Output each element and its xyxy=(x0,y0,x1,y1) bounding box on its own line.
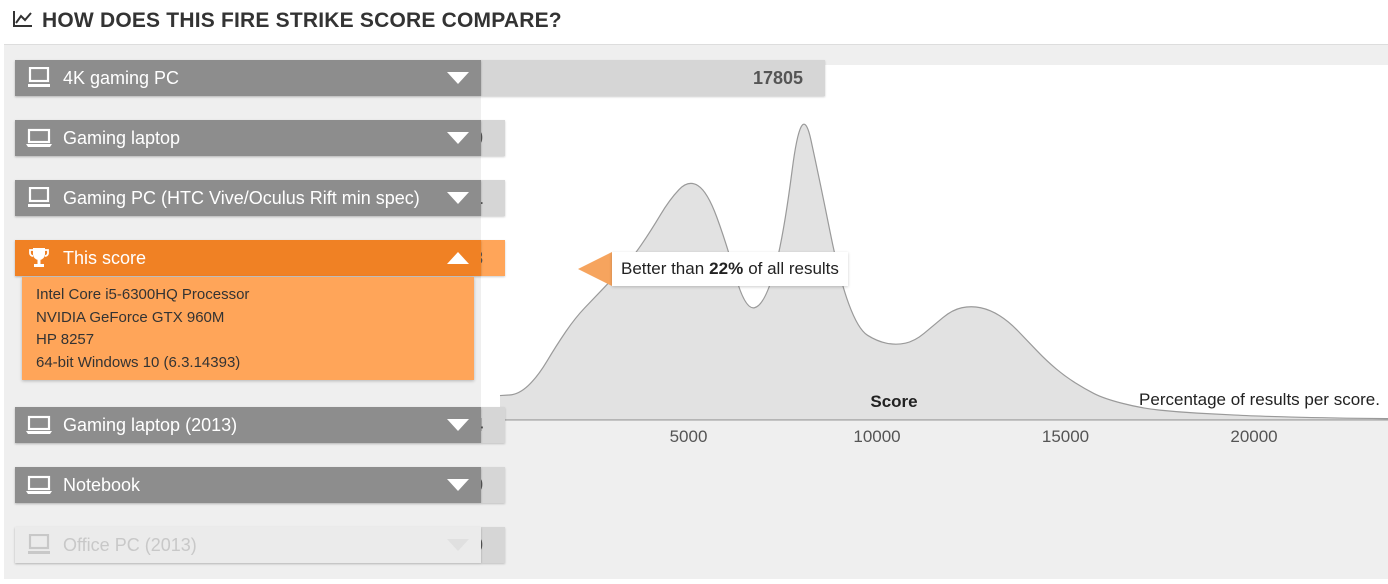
os-text: 64-bit Windows 10 (6.3.14393) xyxy=(36,353,241,371)
callout-suffix: of all results xyxy=(748,259,839,278)
laptop-icon xyxy=(15,415,63,435)
cpu-text: Intel Core i5-6300HQ Processor xyxy=(36,286,250,303)
row-label-box[interactable]: 4K gaming PC xyxy=(15,60,481,96)
expand-arrow-icon[interactable] xyxy=(447,479,469,491)
callout-percent: 22% xyxy=(709,259,744,278)
callout-pointer xyxy=(578,252,612,286)
laptop-icon xyxy=(15,128,63,148)
line-chart-icon xyxy=(12,9,34,34)
model-text: HP 8257 xyxy=(36,331,95,348)
score-distribution-chart: 5000100001500020000250003000035000400004… xyxy=(481,65,1388,579)
gpu-text: NVIDIA GeForce GTX 960M xyxy=(36,308,225,326)
distribution-area xyxy=(500,124,1388,420)
expand-arrow-icon[interactable] xyxy=(447,132,469,144)
x-tick-label: 5000 xyxy=(670,427,708,446)
callout-box: Better than 22% of all results xyxy=(612,252,848,286)
x-tick-label: 10000 xyxy=(853,427,900,446)
row-score-bar: 10850 xyxy=(433,120,505,156)
expand-arrow-icon[interactable] xyxy=(447,539,469,551)
x-tick-label: 15000 xyxy=(1042,427,1089,446)
page-title: HOW DOES THIS FIRE STRIKE SCORE COMPARE? xyxy=(42,9,562,32)
desktop-icon xyxy=(15,187,63,209)
row-score-bar: 3364 xyxy=(443,407,505,443)
row-label-box[interactable]: Gaming laptop xyxy=(15,120,481,156)
row-score-bar: 520 xyxy=(453,527,505,563)
score-row[interactable]: This score 3873 xyxy=(15,240,505,276)
row-label-box[interactable]: Office PC (2013) xyxy=(15,527,481,563)
expand-arrow-icon[interactable] xyxy=(447,192,469,204)
callout-prefix: Better than xyxy=(621,259,705,278)
chart-title-bar: HOW DOES THIS FIRE STRIKE SCORE COMPARE? xyxy=(12,6,562,36)
distribution-line xyxy=(499,123,1388,420)
y-axis-note: Percentage of results per score. xyxy=(1139,390,1380,409)
score-row[interactable]: Gaming laptop (2013) 3364 xyxy=(15,407,505,443)
laptop-icon xyxy=(15,475,63,495)
row-label: This score xyxy=(63,247,147,268)
x-axis-title: Score xyxy=(870,392,917,411)
expand-arrow-icon[interactable] xyxy=(447,72,469,84)
desktop-icon xyxy=(15,67,63,89)
row-label-box[interactable]: Gaming laptop (2013) xyxy=(15,407,481,443)
row-label: Notebook xyxy=(63,474,141,495)
score-row[interactable]: Gaming PC (HTC Vive/Oculus Rift min spec… xyxy=(15,180,505,216)
row-label-box[interactable]: Gaming PC (HTC Vive/Oculus Rift min spec… xyxy=(15,180,481,216)
row-label: Gaming PC (HTC Vive/Oculus Rift min spec… xyxy=(63,187,420,208)
percentile-callout: Better than 22% of all results xyxy=(578,252,848,286)
expand-arrow-icon[interactable] xyxy=(447,419,469,431)
score-row[interactable]: 4K gaming PC 17805 xyxy=(15,60,825,96)
row-label: Gaming laptop (2013) xyxy=(63,414,238,435)
row-score-bar: 9271 xyxy=(443,180,505,216)
score-row[interactable]: Office PC (2013) 520 xyxy=(15,527,505,563)
score-row[interactable]: Notebook 1479 xyxy=(15,467,505,503)
row-label: Office PC (2013) xyxy=(63,534,197,555)
row-score-bar: 3873 xyxy=(443,240,505,276)
row-label-box[interactable]: Notebook xyxy=(15,467,481,503)
collapse-arrow-icon[interactable] xyxy=(447,252,469,264)
axis-area xyxy=(481,421,1388,579)
trophy-icon xyxy=(15,247,63,269)
row-score-bar: 17805 xyxy=(481,60,825,96)
row-label: Gaming laptop xyxy=(63,127,181,148)
row-label-box[interactable]: This score xyxy=(15,240,481,276)
system-details: Intel Core i5-6300HQ Processor NVIDIA Ge… xyxy=(22,277,474,380)
row-label: 4K gaming PC xyxy=(63,67,180,88)
x-tick-label: 20000 xyxy=(1230,427,1277,446)
score-row[interactable]: Gaming laptop 10850 xyxy=(15,120,505,156)
desktop-icon xyxy=(15,534,63,556)
row-score-bar: 1479 xyxy=(443,467,505,503)
